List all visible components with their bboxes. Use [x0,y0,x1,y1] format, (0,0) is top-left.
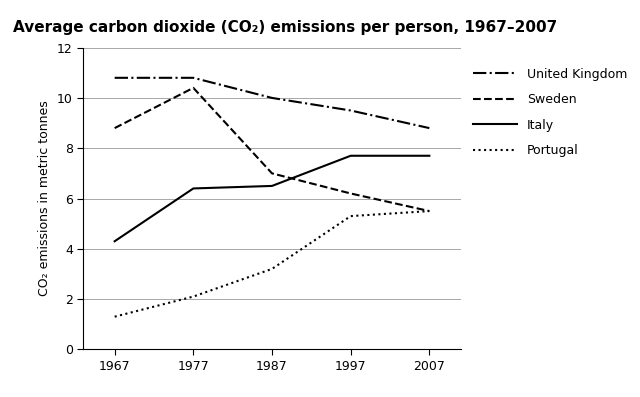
United Kingdom [189,75,197,80]
Italy [111,239,118,244]
Italy [426,153,433,158]
Legend: United Kingdom, Sweden, Italy, Portugal: United Kingdom, Sweden, Italy, Portugal [468,63,632,162]
Line: Sweden: Sweden [115,88,429,211]
Sweden [347,191,355,196]
United Kingdom [426,126,433,131]
Portugal [347,214,355,218]
Line: Italy: Italy [115,156,429,241]
Text: Average carbon dioxide (CO₂) emissions per person, 1967–2007: Average carbon dioxide (CO₂) emissions p… [13,20,557,35]
Portugal [426,209,433,214]
United Kingdom [111,75,118,80]
Line: Portugal: Portugal [115,211,429,317]
Italy [347,153,355,158]
Portugal [189,294,197,299]
Sweden [189,85,197,90]
Sweden [268,171,276,176]
United Kingdom [268,96,276,100]
Portugal [111,314,118,319]
Sweden [426,209,433,214]
Y-axis label: CO₂ emissions in metric tonnes: CO₂ emissions in metric tonnes [38,100,51,297]
Italy [268,183,276,188]
Line: United Kingdom: United Kingdom [115,78,429,128]
Portugal [268,266,276,271]
Italy [189,186,197,191]
Sweden [111,126,118,131]
United Kingdom [347,108,355,113]
